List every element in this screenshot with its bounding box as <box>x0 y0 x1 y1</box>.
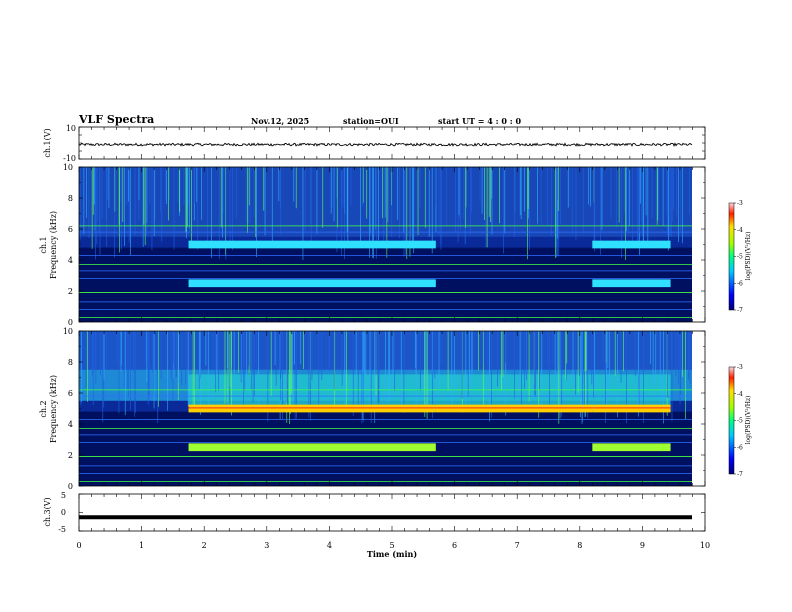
emission-band-core <box>592 407 671 409</box>
colorbar-tick-label: -3 <box>737 364 743 371</box>
ch3-waveform-frame <box>78 493 706 532</box>
y-tick-label: 6 <box>68 389 73 398</box>
ch1-waveform-trace <box>78 142 693 148</box>
colorbar-tick-label: -7 <box>737 307 743 314</box>
emission-band <box>592 279 671 288</box>
x-tick-label: 5 <box>389 541 394 550</box>
emission-band-core <box>435 407 593 409</box>
x-axis-tick-labels: 0 1 2 3 4 5 6 7 8 9 10 <box>76 541 710 550</box>
colorbar-tick-label: -4 <box>737 391 743 398</box>
x-tick-label: 0 <box>76 541 81 550</box>
y-tick-label: 8 <box>68 194 73 203</box>
colorbar-tick-label: -6 <box>737 444 743 451</box>
spectrogram-blank <box>692 167 705 322</box>
y-tick-label: 2 <box>68 451 73 460</box>
spectrogram-blank <box>692 331 705 486</box>
ch1-spectrogram-image <box>79 167 705 322</box>
ch1-ytick-bottom: -10 <box>63 154 76 163</box>
y-tick-label: 0 <box>68 318 73 327</box>
ch2-colorbar-ticks: -3 -4 -5 -6 -7 <box>734 364 743 478</box>
emission-band <box>592 240 671 249</box>
ch2-colorbar-label: log(PSD)(V²/Hz) <box>745 396 752 445</box>
colorbar-tick-label: -4 <box>737 227 743 234</box>
y-tick-label: 10 <box>63 327 73 336</box>
y-tick-label: 0 <box>68 482 73 491</box>
ch2-spectrogram-ylabel-line2: Frequency (kHz) <box>49 375 58 443</box>
ch1-colorbar-ticks: -3 -4 -5 -6 -7 <box>734 200 743 314</box>
ch3-ytick-mid: 0 <box>61 508 66 517</box>
emission-band-core <box>188 407 436 409</box>
colorbar-tick-label: -3 <box>737 200 743 207</box>
ch3-waveform-ylabel: ch.3(V) <box>43 497 52 526</box>
x-tick-label: 7 <box>515 541 520 550</box>
emission-band <box>592 404 671 413</box>
x-tick-label: 6 <box>452 541 457 550</box>
ch2-colorbar <box>728 366 735 475</box>
y-tick-label: 4 <box>68 256 73 265</box>
colorbar-tick-label: -5 <box>737 418 743 425</box>
emission-band <box>188 404 436 413</box>
ch1-waveform-panel: 10 -10 ch.1(V) <box>43 124 706 163</box>
start-time-label: start UT = 4 : 0 : 0 <box>438 116 522 126</box>
emission-band <box>188 443 436 452</box>
station-label: station=OUI <box>343 116 399 126</box>
ch3-waveform-ticks <box>78 493 706 532</box>
emission-band <box>188 240 436 249</box>
ch1-waveform-frame <box>78 126 706 160</box>
ch1-colorbar-label: log(PSD)(V²/Hz) <box>745 232 752 281</box>
x-tick-label: 1 <box>139 541 144 550</box>
emission-band <box>592 443 671 452</box>
y-tick-label: 4 <box>68 420 73 429</box>
x-tick-label: 8 <box>577 541 582 550</box>
figure-title: VLF Spectra <box>79 113 155 126</box>
emission-band <box>188 279 436 288</box>
ch1-spectrogram-ylabel-line2: Frequency (kHz) <box>49 211 58 279</box>
y-tick-label: 6 <box>68 225 73 234</box>
x-tick-label: 4 <box>327 541 332 550</box>
colorbar-tick-label: -5 <box>737 254 743 261</box>
ch3-ytick-bottom: -5 <box>58 525 66 534</box>
ch2-spectrogram-image <box>78 331 705 486</box>
date-label: Nov.12, 2025 <box>251 116 310 126</box>
ch3-waveform-panel: 5 0 -5 ch.3(V) <box>43 491 706 534</box>
ch1-spectrogram-ylabel-line1: ch.1 <box>39 236 48 253</box>
y-tick-label: 8 <box>68 358 73 367</box>
x-tick-label: 2 <box>202 541 207 550</box>
y-tick-label: 2 <box>68 287 73 296</box>
x-tick-label: 3 <box>264 541 269 550</box>
ch3-ytick-top: 5 <box>61 491 66 500</box>
colorbar-tick-label: -6 <box>737 280 743 287</box>
colorbar-tick-label: -7 <box>737 471 743 478</box>
x-tick-label: 10 <box>700 541 710 550</box>
ch2-spectrogram-ticks: 0 2 4 6 8 10 <box>63 327 706 491</box>
ch2-spectrogram-ylabel-line1: ch.2 <box>39 400 48 417</box>
ch1-waveform-ticks <box>78 126 706 160</box>
ch1-waveform-ylabel: ch.1(V) <box>43 128 52 157</box>
ch1-colorbar <box>728 202 735 311</box>
x-axis-label: Time (min) <box>367 549 417 559</box>
x-tick-label: 9 <box>640 541 645 550</box>
ch1-ytick-top: 10 <box>66 124 76 133</box>
emission-band <box>435 404 593 413</box>
y-tick-label: 10 <box>63 163 73 172</box>
ch1-spectrogram-ticks: 0 2 4 6 8 10 <box>63 163 706 327</box>
